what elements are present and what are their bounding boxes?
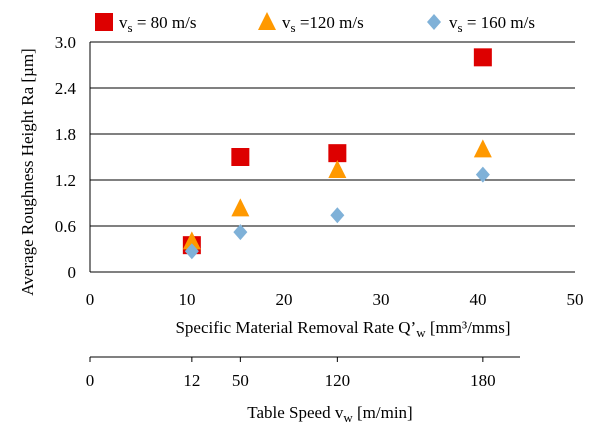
legend-label: vs = 160 m/s <box>449 13 535 35</box>
legend-marker-triangle <box>258 12 276 30</box>
legend-marker-diamond <box>427 14 441 30</box>
secondary-axis-tick-label: 50 <box>232 371 249 390</box>
y-tick-label: 3.0 <box>55 33 76 52</box>
y-tick-label: 2.4 <box>55 79 77 98</box>
legend-label-sub: s <box>458 20 463 35</box>
data-point-diamond <box>184 243 199 260</box>
legend-label-rest: =120 m/s <box>296 13 364 32</box>
data-point-diamond <box>330 207 345 224</box>
x-tick-label: 10 <box>179 290 196 309</box>
data-point-diamond <box>233 224 248 241</box>
data-point-triangle <box>231 198 250 217</box>
gridlines <box>90 41 575 227</box>
data-point-triangle <box>182 231 201 250</box>
legend-label: vs = 80 m/s <box>119 13 196 35</box>
legend-marker-square <box>95 13 113 31</box>
y-tick-label: 0.6 <box>55 217 76 236</box>
x-tick-label: 20 <box>276 290 293 309</box>
x-tick-label: 40 <box>470 290 487 309</box>
secondary-axis-tick-label: 180 <box>470 371 496 390</box>
data-point-square <box>328 144 347 163</box>
legend: vs = 80 m/s vs =120 m/s vs = 160 m/s <box>95 12 535 35</box>
legend-label: vs =120 m/s <box>282 13 364 35</box>
x-tick-label: 50 <box>567 290 584 309</box>
legend-label-sub: s <box>291 20 296 35</box>
x-tick-label: 0 <box>86 290 95 309</box>
legend-label-main: v <box>119 13 128 32</box>
data-points <box>182 48 492 260</box>
legend-label-rest: = 80 m/s <box>133 13 197 32</box>
y-tick-label: 1.2 <box>55 171 76 190</box>
secondary-axis-label: Table Speed vw [m/min] <box>247 403 412 425</box>
secondary-axis: 0 12 50 120 180 <box>86 356 520 390</box>
legend-label-rest: = 160 m/s <box>463 13 535 32</box>
legend-label-main: v <box>449 13 458 32</box>
data-point-diamond <box>475 166 490 183</box>
secondary-axis-tick-label: 0 <box>86 371 95 390</box>
secondary-axis-tick-label: 12 <box>183 371 200 390</box>
legend-label-sub: s <box>128 20 133 35</box>
data-point-triangle <box>328 160 347 179</box>
data-point-triangle <box>473 139 492 158</box>
axes: 0 0.6 1.2 1.8 2.4 3.0 0 10 20 30 40 50 <box>55 33 584 309</box>
x-tick-label: 30 <box>373 290 390 309</box>
x-axis-label: Specific Material Removal Rate Q’w [mm³/… <box>175 318 510 340</box>
y-tick-label: 0 <box>68 263 77 282</box>
y-axis-label: Average Roughness Height Ra [µm] <box>18 48 37 295</box>
secondary-axis-tick-label: 120 <box>325 371 351 390</box>
data-point-square <box>473 48 492 67</box>
legend-label-main: v <box>282 13 291 32</box>
y-tick-label: 1.8 <box>55 125 76 144</box>
data-point-square <box>231 148 250 166</box>
